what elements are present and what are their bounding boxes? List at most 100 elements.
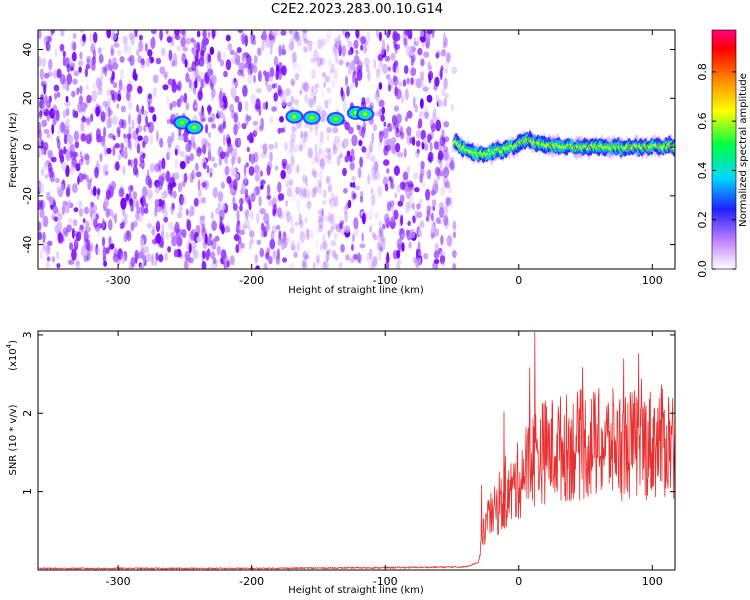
noise-speckle <box>244 100 249 111</box>
noise-speckle <box>419 110 425 118</box>
noise-speckle <box>290 155 295 166</box>
noise-speckle <box>438 202 444 210</box>
snr-panel: -300 -200 -100 0 100 1 2 3 Height of straight … <box>5 330 676 596</box>
noise-speckle <box>117 154 122 161</box>
noise-speckle <box>334 253 339 261</box>
noise-speckle <box>442 166 449 178</box>
noise-speckle <box>87 179 92 191</box>
noise-speckle <box>328 97 332 104</box>
noise-speckle <box>185 72 190 83</box>
noise-speckle <box>189 153 194 162</box>
noise-speckle <box>145 253 152 263</box>
noise-speckle <box>386 251 390 263</box>
noise-speckle <box>314 157 318 165</box>
noise-speckle <box>307 147 313 159</box>
noise-speckle <box>219 202 226 211</box>
noise-speckle <box>42 231 46 243</box>
noise-speckle <box>260 184 264 190</box>
noise-speckle <box>289 227 295 234</box>
noise-speckle <box>292 34 296 42</box>
noise-speckle <box>86 243 90 252</box>
noise-speckle <box>186 219 192 232</box>
noise-speckle <box>123 134 129 144</box>
noise-speckle <box>38 121 42 134</box>
noise-speckle <box>111 57 118 69</box>
noise-speckle <box>231 156 235 167</box>
noise-speckle <box>75 260 80 266</box>
noise-speckle <box>229 103 235 113</box>
noise-speckle <box>283 208 290 217</box>
snr-y-label: SNR (10 * v/v) <box>8 404 19 475</box>
noise-speckle <box>372 123 377 132</box>
noise-speckle <box>423 137 428 145</box>
noise-speckle <box>92 31 98 44</box>
noise-speckle <box>380 134 384 142</box>
noise-speckle <box>109 64 113 72</box>
noise-speckle <box>356 69 363 81</box>
noise-speckle <box>351 134 358 147</box>
noise-speckle <box>188 242 192 254</box>
noise-speckle <box>277 238 282 246</box>
noise-speckle <box>180 194 187 206</box>
noise-speckle <box>275 71 280 81</box>
noise-speckle <box>300 130 304 139</box>
noise-speckle <box>244 34 248 47</box>
noise-speckle <box>318 62 323 70</box>
noise-speckle <box>444 218 449 230</box>
noise-speckle <box>221 249 227 260</box>
noise-speckle <box>265 101 269 110</box>
spectrogram-y-tick-label: 40 <box>21 43 34 57</box>
noise-speckle <box>376 241 381 251</box>
noise-speckle <box>128 113 131 125</box>
noise-speckle <box>90 188 95 196</box>
noise-speckle <box>230 86 237 99</box>
noise-speckle <box>305 188 311 200</box>
noise-speckle <box>138 34 143 41</box>
noise-speckle <box>261 32 268 43</box>
noise-speckle <box>373 234 378 241</box>
noise-speckle <box>46 256 51 262</box>
noise-speckle <box>223 99 228 109</box>
noise-speckle <box>333 68 339 80</box>
noise-speckle <box>235 243 240 254</box>
noise-speckle <box>441 129 445 141</box>
noise-speckle <box>427 133 431 144</box>
noise-speckle <box>169 102 173 111</box>
noise-speckle <box>134 30 138 38</box>
noise-speckle <box>207 104 211 116</box>
noise-speckle <box>147 178 153 189</box>
noise-speckle <box>324 153 328 160</box>
noise-speckle <box>293 251 298 258</box>
noise-speckle <box>82 218 86 224</box>
noise-speckle <box>353 225 359 237</box>
noise-speckle <box>54 92 58 101</box>
noise-speckle <box>349 83 355 90</box>
noise-speckle <box>396 184 401 194</box>
noise-speckle <box>277 193 281 203</box>
noise-speckle <box>367 70 371 82</box>
noise-speckle <box>40 168 45 176</box>
noise-speckle <box>378 82 383 90</box>
noise-speckle <box>386 201 392 212</box>
noise-speckle <box>256 212 260 225</box>
noise-speckle <box>210 112 216 123</box>
colorbar-tick-label: 0.6 <box>696 112 709 130</box>
noise-speckle <box>78 208 84 217</box>
noise-speckle <box>38 151 41 158</box>
noise-speckle <box>338 44 342 57</box>
noise-speckle <box>64 100 71 107</box>
noise-speckle <box>425 188 431 201</box>
noise-speckle <box>248 166 255 176</box>
noise-speckle <box>350 60 356 71</box>
noise-speckle <box>316 257 320 268</box>
noise-speckle <box>414 77 419 88</box>
noise-speckle <box>369 226 373 233</box>
noise-speckle <box>386 168 390 174</box>
noise-speckle <box>215 207 221 215</box>
noise-speckle <box>80 121 85 132</box>
noise-speckle <box>260 117 264 130</box>
noise-speckle <box>72 41 77 52</box>
noise-speckle <box>420 129 426 141</box>
noise-speckle <box>413 171 419 180</box>
noise-speckle <box>83 255 89 263</box>
